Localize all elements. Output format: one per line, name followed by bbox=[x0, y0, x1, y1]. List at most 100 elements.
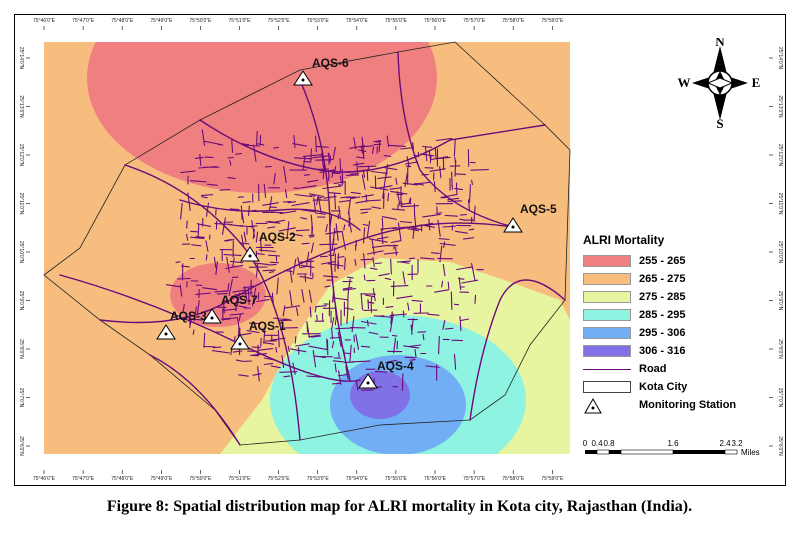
station-aqs-2[interactable]: AQS-2 bbox=[240, 230, 296, 262]
legend-row-306-316: 306 - 316 bbox=[583, 342, 783, 360]
legend-row-station: Monitoring Station bbox=[583, 396, 783, 414]
scale-tick-label: 2.4 bbox=[719, 439, 731, 448]
right-tick-label: 25°11'0"N bbox=[777, 193, 783, 215]
scale-tick-label: 1.6 bbox=[667, 439, 679, 448]
arterial-road bbox=[469, 279, 566, 421]
legend-label-306-316: 306 - 316 bbox=[639, 345, 686, 357]
station-aqs-3[interactable]: AQS-3 bbox=[156, 309, 207, 340]
swatch-265-275 bbox=[583, 273, 631, 285]
bottom-tick-label: 75°48'0"E bbox=[111, 476, 134, 482]
station-label-aqs-4: AQS-4 bbox=[377, 359, 414, 373]
scale-bar: 0 0.4 0.8 1.6 2.4 3.2 Miles bbox=[583, 434, 783, 464]
left-tick-label: 25°10'0"N bbox=[18, 241, 24, 264]
legend-row-265-275: 265 - 275 bbox=[583, 270, 783, 288]
compass-n: N bbox=[715, 38, 725, 49]
station-aqs-4[interactable]: AQS-4 bbox=[358, 359, 414, 389]
legend-label-275-285: 275 - 285 bbox=[639, 291, 686, 303]
bottom-tick-label: 75°56'0"E bbox=[424, 476, 447, 482]
compass-w: W bbox=[678, 75, 691, 90]
north-arrow: N S W E bbox=[670, 34, 770, 131]
legend-label-295-306: 295 - 306 bbox=[639, 327, 686, 339]
station-triangle-icon bbox=[583, 397, 631, 414]
legend-row-295-306: 295 - 306 bbox=[583, 324, 783, 342]
station-marker-aqs-3 bbox=[156, 324, 176, 340]
station-dot-aqs-5 bbox=[511, 225, 515, 229]
station-marker-aqs-2 bbox=[240, 246, 260, 262]
bottom-tick-label: 75°46'0"E bbox=[33, 476, 56, 482]
station-dot-aqs-1 bbox=[238, 342, 242, 346]
map-frame bbox=[14, 14, 786, 486]
top-tick-label: 75°52'0"E bbox=[268, 18, 291, 24]
right-tick-label: 25°9'0"N bbox=[777, 291, 783, 311]
station-aqs-5[interactable]: AQS-5 bbox=[503, 202, 557, 233]
legend-title: ALRI Mortality bbox=[583, 233, 665, 247]
legend-label-255-265: 255 - 265 bbox=[639, 255, 686, 267]
arterial-road bbox=[149, 354, 241, 446]
station-marker-aqs-6 bbox=[293, 70, 313, 86]
right-tick-label: 25°7'0"N bbox=[777, 388, 783, 408]
top-tick-label: 75°47'0"E bbox=[72, 18, 95, 24]
station-aqs-7[interactable]: AQS-7 bbox=[202, 293, 258, 324]
bottom-tick-label: 75°58'0"E bbox=[502, 476, 525, 482]
top-tick-label: 75°50'0"E bbox=[189, 18, 212, 24]
right-tick-label: 25°14'0"N bbox=[777, 47, 783, 70]
top-tick-label: 75°48'0"E bbox=[111, 18, 134, 24]
bottom-tick-label: 75°51'0"E bbox=[229, 476, 252, 482]
scale-tick-label: 0 bbox=[583, 439, 588, 448]
arterial-road bbox=[299, 79, 351, 381]
swatch-255-265 bbox=[583, 255, 631, 267]
arterial-road bbox=[199, 119, 546, 173]
top-tick-label: 75°53'0"E bbox=[307, 18, 330, 24]
swatch-285-295 bbox=[583, 309, 631, 321]
city-boundary-icon bbox=[583, 381, 631, 393]
right-tick-label: 25°6'0"N bbox=[777, 436, 783, 456]
left-tick-label: 25°12'0"N bbox=[18, 144, 24, 167]
top-tick-label: 75°56'0"E bbox=[424, 18, 447, 24]
scale-unit-label: Miles bbox=[741, 448, 760, 457]
top-tick-label: 75°49'0"E bbox=[150, 18, 173, 24]
bottom-tick-label: 75°47'0"E bbox=[72, 476, 95, 482]
legend-label-city: Kota City bbox=[639, 381, 688, 393]
road-network bbox=[59, 51, 566, 446]
mortality-surface bbox=[44, 42, 570, 454]
station-dot-aqs-2 bbox=[248, 254, 252, 258]
top-tick-label: 75°51'0"E bbox=[229, 18, 252, 24]
zone-255-265 bbox=[87, 42, 437, 193]
top-tick-label: 75°57'0"E bbox=[463, 18, 486, 24]
station-marker-aqs-5 bbox=[503, 217, 523, 233]
scale-tick-label: 0.8 bbox=[603, 439, 615, 448]
bottom-tick-label: 75°52'0"E bbox=[268, 476, 291, 482]
station-aqs-6[interactable]: AQS-6 bbox=[293, 56, 349, 86]
compass-rose-icon: N S W E bbox=[678, 34, 761, 131]
left-tick-label: 25°13'0"N bbox=[18, 95, 24, 118]
legend-label-285-295: 285 - 295 bbox=[639, 309, 686, 321]
station-dot-aqs-3 bbox=[164, 332, 168, 336]
bottom-tick-label: 75°49'0"E bbox=[150, 476, 173, 482]
station-label-aqs-1: AQS-1 bbox=[249, 319, 286, 333]
road-line-icon bbox=[583, 362, 631, 376]
station-dot-aqs-7 bbox=[210, 316, 214, 320]
graticule-ticks: 75°46'0"E 75°47'0"E 75°48'0"E 75°49'0"E 75°5… bbox=[18, 18, 783, 482]
arterial-road bbox=[397, 51, 514, 228]
map-legend: ALRI Mortality 255 - 265 265 - 275 275 -… bbox=[583, 233, 783, 414]
zone-306-316 bbox=[350, 371, 410, 419]
legend-row-road: Road bbox=[583, 360, 783, 378]
arterial-road bbox=[99, 222, 514, 324]
right-tick-label: 25°13'0"N bbox=[777, 95, 783, 118]
top-tick-label: 75°46'0"E bbox=[33, 18, 56, 24]
bottom-tick-label: 75°59'0"E bbox=[541, 476, 564, 482]
top-tick-label: 75°59'0"E bbox=[541, 18, 564, 24]
station-marker-aqs-1 bbox=[230, 334, 250, 350]
bottom-tick-label: 75°57'0"E bbox=[463, 476, 486, 482]
left-tick-label: 25°7'0"N bbox=[18, 388, 24, 408]
scale-tick-label: 3.2 bbox=[731, 439, 743, 448]
left-tick-label: 25°11'0"N bbox=[18, 193, 24, 215]
bottom-tick-label: 75°55'0"E bbox=[385, 476, 408, 482]
zone-255-265-west bbox=[170, 263, 266, 327]
station-aqs-1[interactable]: AQS-1 bbox=[230, 319, 286, 350]
legend-row-275-285: 275 - 285 bbox=[583, 288, 783, 306]
bottom-tick-label: 75°50'0"E bbox=[189, 476, 212, 482]
station-marker-aqs-7 bbox=[202, 308, 222, 324]
